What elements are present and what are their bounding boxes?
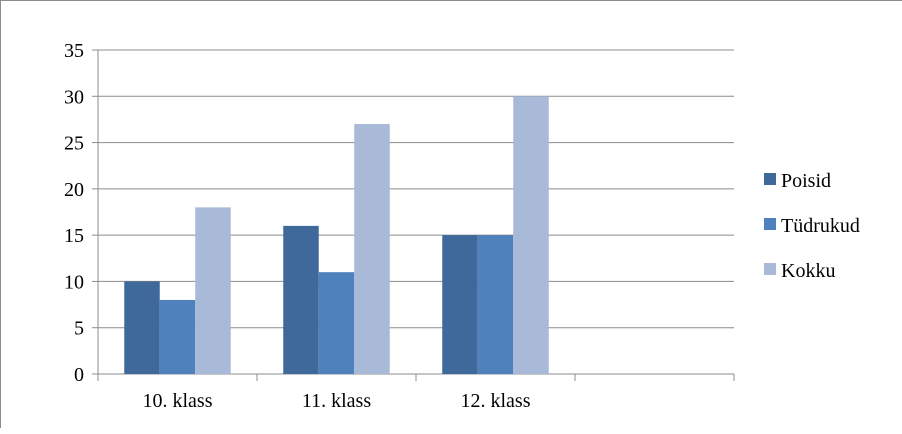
y-tick-label: 5 [74,318,84,340]
bar-tüdrukud [159,299,196,374]
y-tick-label: 20 [64,179,84,201]
y-tick-label: 15 [64,225,84,247]
bar-kokku [354,124,390,374]
y-tick-label: 25 [64,133,84,155]
bar-tüdrukud [318,272,355,374]
x-tick-label: 12. klass [461,390,531,412]
bar-tüdrukud [477,235,514,374]
legend: Poisid Tüdrukud Kokku [764,170,860,282]
bar-poisid [442,235,478,374]
bar-kokku [513,96,549,375]
legend-label: Poisid [781,170,831,192]
y-tick-label: 30 [64,86,84,108]
gridlines [98,49,734,329]
bar-kokku [195,207,231,374]
x-tick-label: 11. klass [302,390,371,412]
legend-swatch [764,218,776,230]
legend-swatch [764,173,776,185]
bars [124,96,549,375]
legend-label: Tüdrukud [781,215,860,237]
y-tick-label: 35 [64,40,84,62]
y-tick-label: 10 [64,271,84,293]
x-tick-label: 10. klass [143,390,213,412]
legend-label: Kokku [781,260,835,282]
legend-swatch [764,263,776,275]
bar-poisid [283,225,319,374]
tick-labels: 0 5 10 15 20 25 30 35 10. klass 11. klass 12. klas… [64,40,531,412]
y-tick-label: 0 [74,364,84,386]
bar-poisid [124,281,160,374]
